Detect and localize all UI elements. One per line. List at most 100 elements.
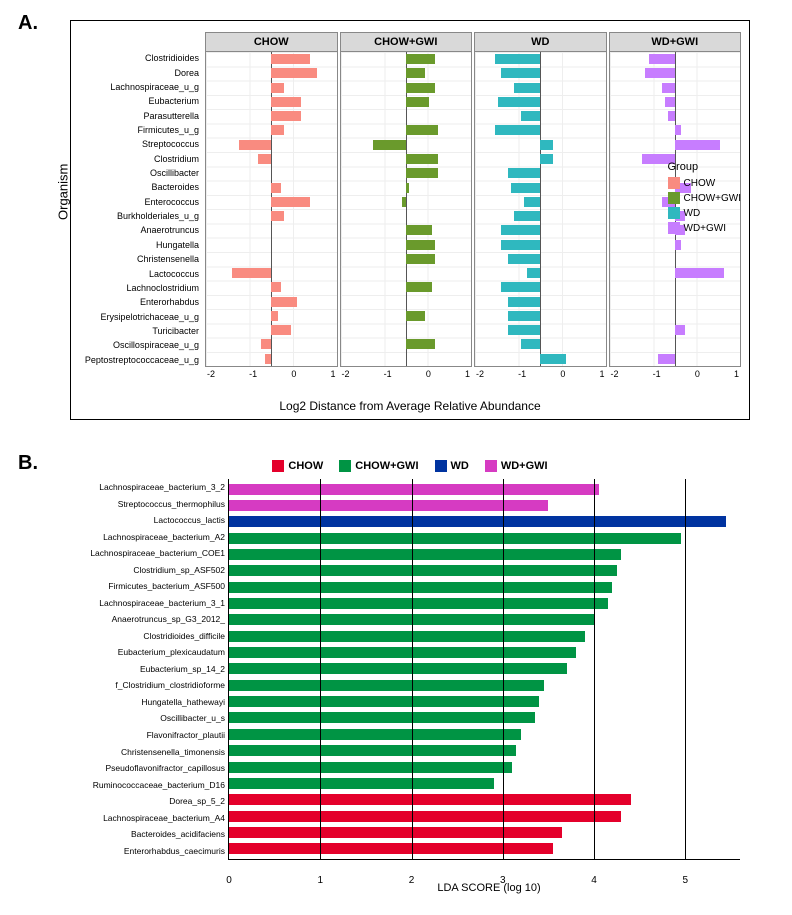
facet-bar — [271, 325, 291, 335]
organism-label: Firmicutes_u_g — [137, 125, 199, 135]
facet-bar — [271, 111, 300, 121]
facet-header: WD — [474, 32, 607, 52]
facet-bar — [662, 83, 675, 93]
facet-bar — [271, 183, 281, 193]
facet-bar — [271, 68, 317, 78]
lda-bar — [229, 811, 621, 822]
facet-bar — [675, 240, 682, 250]
facet-bar — [508, 325, 541, 335]
lda-bar-label: Lachnospiraceae_bacterium_A2 — [71, 532, 225, 542]
facet-bar — [511, 183, 540, 193]
lda-bar — [229, 533, 681, 544]
facet-header: CHOW — [205, 32, 338, 52]
lda-bar — [229, 696, 539, 707]
legend-item: CHOW — [272, 460, 323, 472]
panel-b-bars — [229, 479, 740, 859]
lda-bar-label: Lachnospiraceae_bacterium_3_1 — [71, 598, 225, 608]
facet-bar — [406, 54, 435, 64]
panel-a-content: ClostridioidesDoreaLachnospiraceae_u_gEu… — [79, 51, 741, 389]
facet-bar — [271, 83, 284, 93]
legend-item: WD — [435, 460, 469, 472]
facet-bar — [658, 354, 674, 364]
legend-swatch — [485, 460, 497, 472]
facet-bar — [406, 282, 432, 292]
lda-bar — [229, 827, 562, 838]
facet-bar — [675, 268, 724, 278]
legend-swatch — [272, 460, 284, 472]
organism-label: Oscillospiraceae_u_g — [113, 340, 199, 350]
panel-b-y-labels: Lachnospiraceae_bacterium_3_2Streptococc… — [71, 479, 225, 859]
panel-b-x-axis-title: LDA SCORE (log 10) — [228, 882, 750, 894]
facet-bar — [521, 339, 541, 349]
facet-bar — [271, 282, 281, 292]
lda-bar-label: Streptococcus_thermophilus — [71, 499, 225, 509]
facet-bar — [501, 240, 540, 250]
facet-bar — [508, 168, 541, 178]
panel-a-label: A. — [18, 12, 38, 35]
organism-label: Clostridium — [154, 154, 199, 164]
lda-bar-label: Pseudoflavonifractor_capillosus — [71, 763, 225, 773]
legend-swatch — [668, 192, 680, 204]
organism-label: Parasutterella — [143, 111, 199, 121]
organism-label: Peptostreptococcaceae_u_g — [85, 355, 199, 365]
legend-swatch — [339, 460, 351, 472]
facet-bar — [649, 54, 675, 64]
facet-bar — [406, 154, 439, 164]
facet-bar — [501, 225, 540, 235]
facet-bar — [540, 140, 553, 150]
panel-a-x-axis-title: Log2 Distance from Average Relative Abun… — [71, 399, 749, 413]
lda-bar — [229, 582, 612, 593]
lda-bar-label: Eubacterium_sp_14_2 — [71, 664, 225, 674]
lda-bar — [229, 500, 548, 511]
legend-swatch — [435, 460, 447, 472]
panel-b-container: CHOWCHOW+GWIWDWD+GWI Lachnospiraceae_bac… — [70, 460, 750, 890]
legend-swatch — [668, 177, 680, 189]
panel-a-y-labels: ClostridioidesDoreaLachnospiraceae_u_gEu… — [79, 51, 203, 367]
facet-header: WD+GWI — [609, 32, 742, 52]
panel-a-legend: Group CHOWCHOW+GWIWDWD+GWI — [668, 161, 742, 237]
lda-bar — [229, 598, 608, 609]
lda-bar — [229, 762, 512, 773]
legend-swatch — [668, 207, 680, 219]
facet-bar — [271, 97, 300, 107]
lda-bar-label: f_Clostridium_clostridioforme — [71, 680, 225, 690]
facet-bar — [271, 311, 278, 321]
facet-bar — [271, 211, 284, 221]
facet-bar — [495, 125, 541, 135]
panel-b-chart: Lachnospiraceae_bacterium_3_2Streptococc… — [228, 479, 740, 860]
facet-bar — [373, 140, 406, 150]
legend-item: WD+GWI — [668, 222, 742, 234]
lda-bar-label: Ruminococcaceae_bacterium_D16 — [71, 780, 225, 790]
organism-label: Clostridioides — [145, 53, 199, 63]
lda-bar — [229, 549, 621, 560]
facet-bar — [406, 183, 409, 193]
lda-bar — [229, 647, 576, 658]
facet-bar — [406, 254, 435, 264]
organism-label: Dorea — [174, 68, 199, 78]
facet-CHOW+GWI: CHOW+GWI — [340, 51, 473, 367]
lda-bar-label: Clostridioides_difficile — [71, 631, 225, 641]
lda-bar — [229, 631, 585, 642]
facet-bar — [514, 211, 540, 221]
facet-bar — [524, 197, 540, 207]
organism-label: Streptococcus — [142, 139, 199, 149]
facet-bar — [402, 197, 405, 207]
lda-bar — [229, 778, 494, 789]
facet-bar — [668, 111, 675, 121]
facet-bar — [265, 354, 272, 364]
facet-bar — [271, 197, 310, 207]
lda-bar-label: Flavonifractor_plautii — [71, 730, 225, 740]
legend-swatch — [668, 222, 680, 234]
facet-bar — [406, 240, 435, 250]
facet-bar — [540, 154, 553, 164]
legend-item: WD+GWI — [485, 460, 548, 472]
facet-bar — [271, 54, 310, 64]
organism-label: Erysipelotrichaceae_u_g — [100, 312, 199, 322]
facet-bar — [406, 125, 439, 135]
lda-bar-label: Lachnospiraceae_bacterium_COE1 — [71, 548, 225, 558]
organism-label: Enterorhabdus — [140, 297, 199, 307]
panel-b-legend: CHOWCHOW+GWIWDWD+GWI — [70, 460, 750, 475]
facet-bar — [675, 125, 682, 135]
facet-bar — [271, 125, 284, 135]
facet-bar — [406, 225, 432, 235]
